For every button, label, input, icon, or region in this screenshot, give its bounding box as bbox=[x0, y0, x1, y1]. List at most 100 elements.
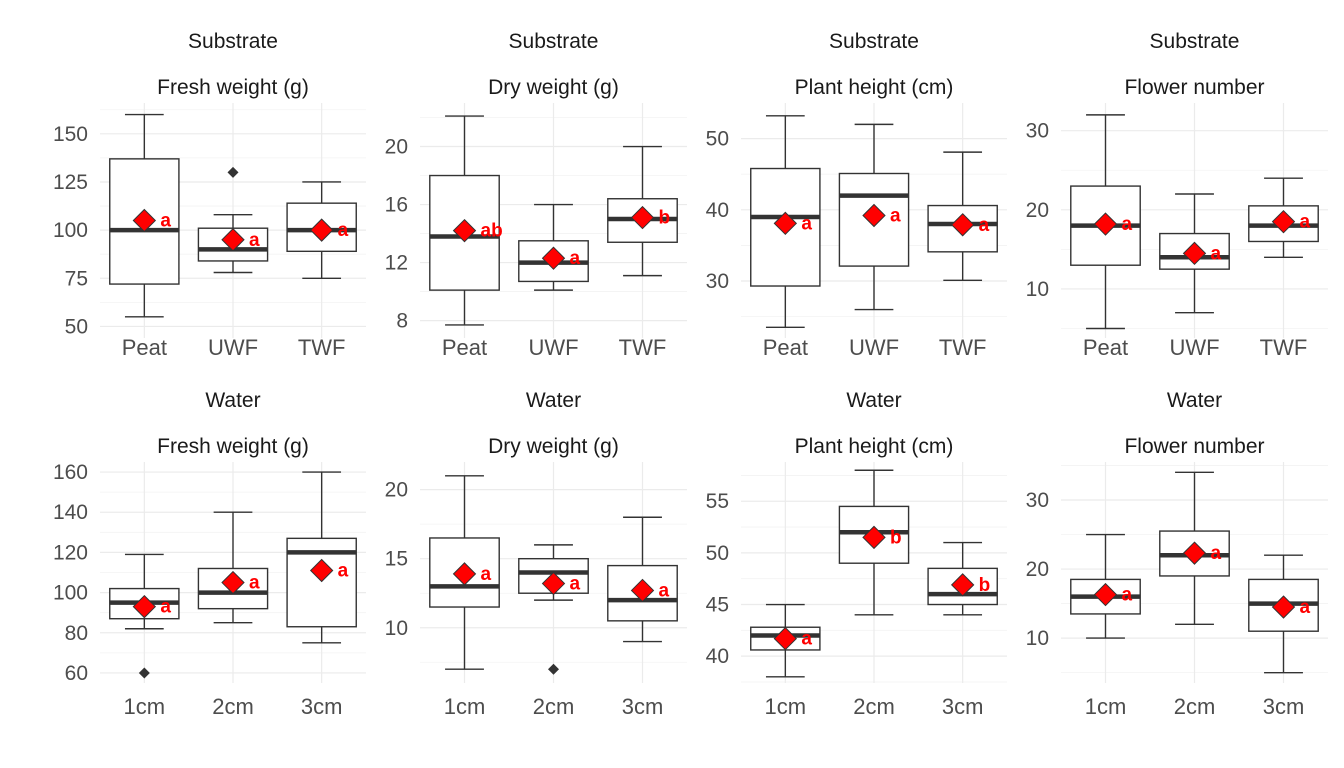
box-iqr bbox=[286, 202, 357, 253]
mean-marker bbox=[773, 211, 798, 236]
x-tick-label: 2cm bbox=[853, 694, 895, 719]
mean-marker bbox=[132, 208, 157, 233]
mean-marker bbox=[862, 203, 886, 228]
outlier-point bbox=[227, 166, 239, 178]
significance-letter: a bbox=[801, 629, 812, 650]
x-tick-label: 1cm bbox=[1085, 694, 1127, 719]
group-title: Substrate bbox=[829, 30, 919, 53]
mean-marker bbox=[773, 626, 798, 651]
significance-letter: a bbox=[1211, 543, 1222, 564]
mean-marker bbox=[1182, 241, 1207, 266]
significance-letter: a bbox=[481, 564, 492, 585]
y-tick-label: 125 bbox=[53, 171, 88, 194]
significance-letter: a bbox=[801, 213, 812, 234]
significance-letter: a bbox=[249, 230, 260, 251]
x-tick-label: 2cm bbox=[1174, 694, 1216, 719]
x-tick-label: 3cm bbox=[301, 694, 343, 719]
significance-letter: a bbox=[1300, 212, 1311, 233]
panel-title: Plant height (cm) bbox=[795, 76, 954, 99]
group-title: Substrate bbox=[188, 30, 278, 53]
y-tick-label: 40 bbox=[706, 645, 729, 668]
panel-title: Dry weight (g) bbox=[488, 435, 619, 458]
significance-letter: ab bbox=[481, 221, 503, 242]
x-tick-label: Peat bbox=[122, 335, 167, 360]
mean-marker bbox=[1182, 541, 1207, 565]
significance-letter: a bbox=[338, 220, 349, 241]
y-tick-label: 140 bbox=[53, 501, 88, 524]
y-tick-label: 55 bbox=[706, 490, 729, 513]
group-title: Substrate bbox=[1150, 30, 1240, 53]
panel-substrate-1: Substrate Fresh weight (g) 50 75 100 125 150 Pe… bbox=[53, 30, 366, 360]
panel-title: Flower number bbox=[1124, 435, 1264, 458]
panel-title: Plant height (cm) bbox=[795, 435, 954, 458]
panel-title: Fresh weight (g) bbox=[157, 76, 309, 99]
panel-title: Dry weight (g) bbox=[488, 76, 619, 99]
y-tick-label: 50 bbox=[65, 315, 88, 338]
panel-substrate-2: Substrate Dry weight (g) 8 12 16 20 Peat UWF TWF… bbox=[385, 30, 687, 360]
x-tick-label: Peat bbox=[442, 335, 487, 360]
panel-title: Flower number bbox=[1124, 76, 1264, 99]
y-tick-label: 100 bbox=[53, 582, 88, 605]
x-tick-label: Peat bbox=[1083, 335, 1128, 360]
mean-marker bbox=[221, 228, 245, 252]
x-tick-label: TWF bbox=[298, 335, 346, 360]
y-tick-label: 10 bbox=[385, 617, 408, 640]
mean-marker bbox=[1271, 595, 1296, 619]
x-tick-label: 3cm bbox=[622, 694, 664, 719]
x-tick-label: UWF bbox=[1169, 335, 1219, 360]
mean-marker bbox=[452, 562, 477, 586]
y-tick-label: 20 bbox=[385, 479, 408, 502]
significance-letter: b bbox=[979, 575, 991, 596]
panel-water-2: Water Dry weight (g) 10 15 20 1cm 2cm 3cm a a a bbox=[385, 389, 687, 719]
significance-letter: a bbox=[249, 573, 260, 594]
x-tick-label: 3cm bbox=[942, 694, 984, 719]
mean-marker bbox=[541, 571, 566, 596]
x-tick-label: UWF bbox=[208, 335, 258, 360]
y-tick-label: 15 bbox=[385, 548, 408, 571]
y-tick-label: 10 bbox=[1026, 627, 1049, 650]
significance-letter: a bbox=[1211, 243, 1222, 264]
significance-letter: a bbox=[570, 574, 581, 595]
y-tick-label: 20 bbox=[1026, 199, 1049, 222]
significance-letter: a bbox=[160, 597, 171, 618]
panel-water-1: Water Fresh weight (g) 60 80 100 120 140 160 1cm… bbox=[53, 389, 366, 719]
significance-letter: a bbox=[1122, 585, 1133, 606]
group-title: Water bbox=[526, 389, 581, 412]
x-tick-label: 1cm bbox=[444, 694, 486, 719]
x-tick-label: UWF bbox=[849, 335, 899, 360]
group-title: Water bbox=[846, 389, 901, 412]
y-tick-label: 8 bbox=[396, 310, 408, 333]
y-tick-label: 80 bbox=[65, 622, 88, 645]
x-tick-label: Peat bbox=[763, 335, 808, 360]
x-tick-label: 3cm bbox=[1263, 694, 1305, 719]
mean-marker bbox=[452, 218, 477, 243]
significance-letter: a bbox=[890, 206, 901, 227]
y-tick-label: 20 bbox=[1026, 558, 1049, 581]
significance-letter: a bbox=[338, 560, 349, 581]
x-tick-label: TWF bbox=[939, 335, 987, 360]
mean-marker bbox=[1093, 582, 1118, 607]
y-tick-label: 120 bbox=[53, 541, 88, 564]
panel-substrate-3: Substrate Plant height (cm) 30 40 50 Peat UWF T… bbox=[706, 30, 1007, 360]
x-tick-label: UWF bbox=[528, 335, 578, 360]
y-tick-label: 30 bbox=[1026, 120, 1049, 143]
y-tick-label: 100 bbox=[53, 219, 88, 242]
y-tick-label: 30 bbox=[706, 270, 729, 293]
panel-water-4: Water Flower number 10 20 30 1cm 2cm 3cm a a a bbox=[1026, 389, 1328, 719]
mean-marker bbox=[950, 573, 975, 597]
mean-marker bbox=[221, 570, 245, 595]
mean-marker bbox=[630, 578, 655, 603]
significance-letter: a bbox=[979, 215, 990, 236]
y-tick-label: 50 bbox=[706, 128, 729, 151]
mean-marker bbox=[132, 594, 157, 619]
y-tick-label: 50 bbox=[706, 542, 729, 565]
x-tick-label: TWF bbox=[619, 335, 667, 360]
significance-letter: a bbox=[570, 248, 581, 269]
significance-letter: a bbox=[1122, 214, 1133, 235]
significance-letter: b bbox=[659, 208, 671, 229]
x-tick-label: 1cm bbox=[124, 694, 166, 719]
mean-marker bbox=[862, 525, 886, 550]
panel-water-3: Water Plant height (cm) 40 45 50 55 1cm 2cm 3cm a… bbox=[706, 389, 1007, 719]
y-tick-label: 30 bbox=[1026, 489, 1049, 512]
